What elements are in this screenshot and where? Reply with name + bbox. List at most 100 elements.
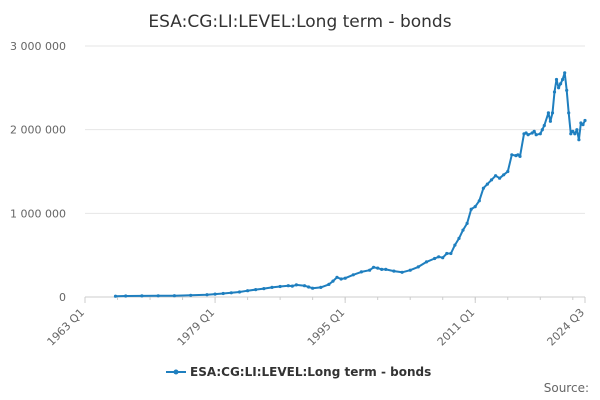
data-point[interactable] <box>331 279 335 283</box>
data-point[interactable] <box>368 268 372 272</box>
data-point[interactable] <box>571 129 575 133</box>
data-point[interactable] <box>534 133 538 137</box>
data-point[interactable] <box>408 268 412 272</box>
data-point[interactable] <box>573 132 577 136</box>
data-point[interactable] <box>469 207 473 211</box>
legend[interactable]: ESA:CG:LI:LEVEL:Long term - bonds <box>166 365 431 379</box>
data-point[interactable] <box>561 77 565 82</box>
data-point[interactable] <box>542 123 546 128</box>
data-point[interactable] <box>532 129 536 133</box>
data-point[interactable] <box>302 284 307 288</box>
data-point[interactable] <box>540 128 544 132</box>
legend-point-marker <box>173 369 179 375</box>
data-point[interactable] <box>557 86 561 90</box>
data-point[interactable] <box>565 88 569 92</box>
data-point[interactable] <box>502 173 506 177</box>
data-point[interactable] <box>465 221 469 225</box>
data-point[interactable] <box>172 294 176 298</box>
data-point[interactable] <box>538 132 542 136</box>
data-point[interactable] <box>494 174 498 178</box>
data-point[interactable] <box>221 291 225 296</box>
data-point[interactable] <box>189 293 193 297</box>
data-point[interactable] <box>113 294 118 298</box>
data-point[interactable] <box>577 138 581 142</box>
data-point[interactable] <box>286 284 290 288</box>
data-point[interactable] <box>473 205 477 209</box>
data-point[interactable] <box>461 228 465 232</box>
data-point[interactable] <box>319 285 323 289</box>
x-tick-label: 2011 Q1 <box>435 306 478 349</box>
series-line <box>115 71 586 298</box>
data-point[interactable] <box>563 71 567 75</box>
data-point[interactable] <box>453 243 457 247</box>
data-point[interactable] <box>124 294 128 298</box>
data-point[interactable] <box>477 199 481 203</box>
data-point[interactable] <box>237 290 242 294</box>
x-tick-label: 1979 Q1 <box>175 306 218 349</box>
data-point[interactable] <box>270 285 274 289</box>
data-point[interactable] <box>481 186 485 190</box>
source-label: Source: <box>544 381 589 395</box>
data-point[interactable] <box>327 282 331 286</box>
data-point[interactable] <box>278 284 282 289</box>
data-point[interactable] <box>424 260 429 264</box>
data-point[interactable] <box>510 153 514 157</box>
data-point[interactable] <box>569 132 573 136</box>
y-tick-label: 3 000 000 <box>10 40 66 53</box>
data-point[interactable] <box>546 111 551 115</box>
data-point[interactable] <box>506 169 510 174</box>
x-tick-label: 2024 Q3 <box>545 306 588 349</box>
data-point[interactable] <box>246 289 250 293</box>
x-tick-label: 1995 Q1 <box>305 306 348 349</box>
data-point[interactable] <box>307 285 311 289</box>
data-point[interactable] <box>548 119 553 123</box>
data-point[interactable] <box>392 269 396 273</box>
grid <box>85 45 585 298</box>
data-point[interactable] <box>400 270 404 274</box>
data-point[interactable] <box>140 294 144 298</box>
data-point[interactable] <box>359 270 363 274</box>
data-point[interactable] <box>433 256 437 261</box>
data-point[interactable] <box>457 236 461 240</box>
data-point[interactable] <box>229 291 233 295</box>
data-point[interactable] <box>518 154 522 158</box>
data-point[interactable] <box>583 118 587 123</box>
data-point[interactable] <box>376 266 380 270</box>
data-point[interactable] <box>416 265 420 269</box>
data-point[interactable] <box>311 286 315 290</box>
data-point[interactable] <box>156 294 160 298</box>
data-point[interactable] <box>262 287 266 291</box>
legend-label: ESA:CG:LI:LEVEL:Long term - bonds <box>190 365 431 379</box>
data-point[interactable] <box>294 283 298 287</box>
data-point[interactable] <box>339 277 343 281</box>
data-point[interactable] <box>351 273 355 277</box>
data-point[interactable] <box>498 176 502 180</box>
data-point[interactable] <box>372 265 376 269</box>
data-point[interactable] <box>526 133 530 137</box>
x-tick-label: 1963 Q1 <box>45 306 88 349</box>
data-point[interactable] <box>550 111 555 115</box>
data-point[interactable] <box>581 123 585 127</box>
data-point[interactable] <box>485 182 489 186</box>
data-point[interactable] <box>380 267 384 271</box>
data-point[interactable] <box>254 288 258 292</box>
data-point[interactable] <box>552 90 557 94</box>
data-point[interactable] <box>384 267 388 271</box>
data-point[interactable] <box>213 292 217 296</box>
data-point[interactable] <box>575 128 579 132</box>
y-tick-label: 2 000 000 <box>10 124 66 137</box>
data-point[interactable] <box>449 251 453 256</box>
data-point[interactable] <box>567 111 571 115</box>
x-axis: 1963 Q1 1979 Q1 1995 Q1 2011 Q1 2024 Q3 <box>45 297 588 349</box>
data-point[interactable] <box>441 256 445 260</box>
data-point[interactable] <box>335 275 339 279</box>
data-point[interactable] <box>205 293 209 297</box>
y-tick-label: 1 000 000 <box>10 207 66 220</box>
data-point[interactable] <box>437 255 441 259</box>
data-point[interactable] <box>445 251 449 256</box>
data-point[interactable] <box>554 77 559 82</box>
data-point[interactable] <box>559 82 563 86</box>
data-point[interactable] <box>343 276 347 280</box>
data-point[interactable] <box>489 178 494 182</box>
data-point[interactable] <box>290 284 294 288</box>
